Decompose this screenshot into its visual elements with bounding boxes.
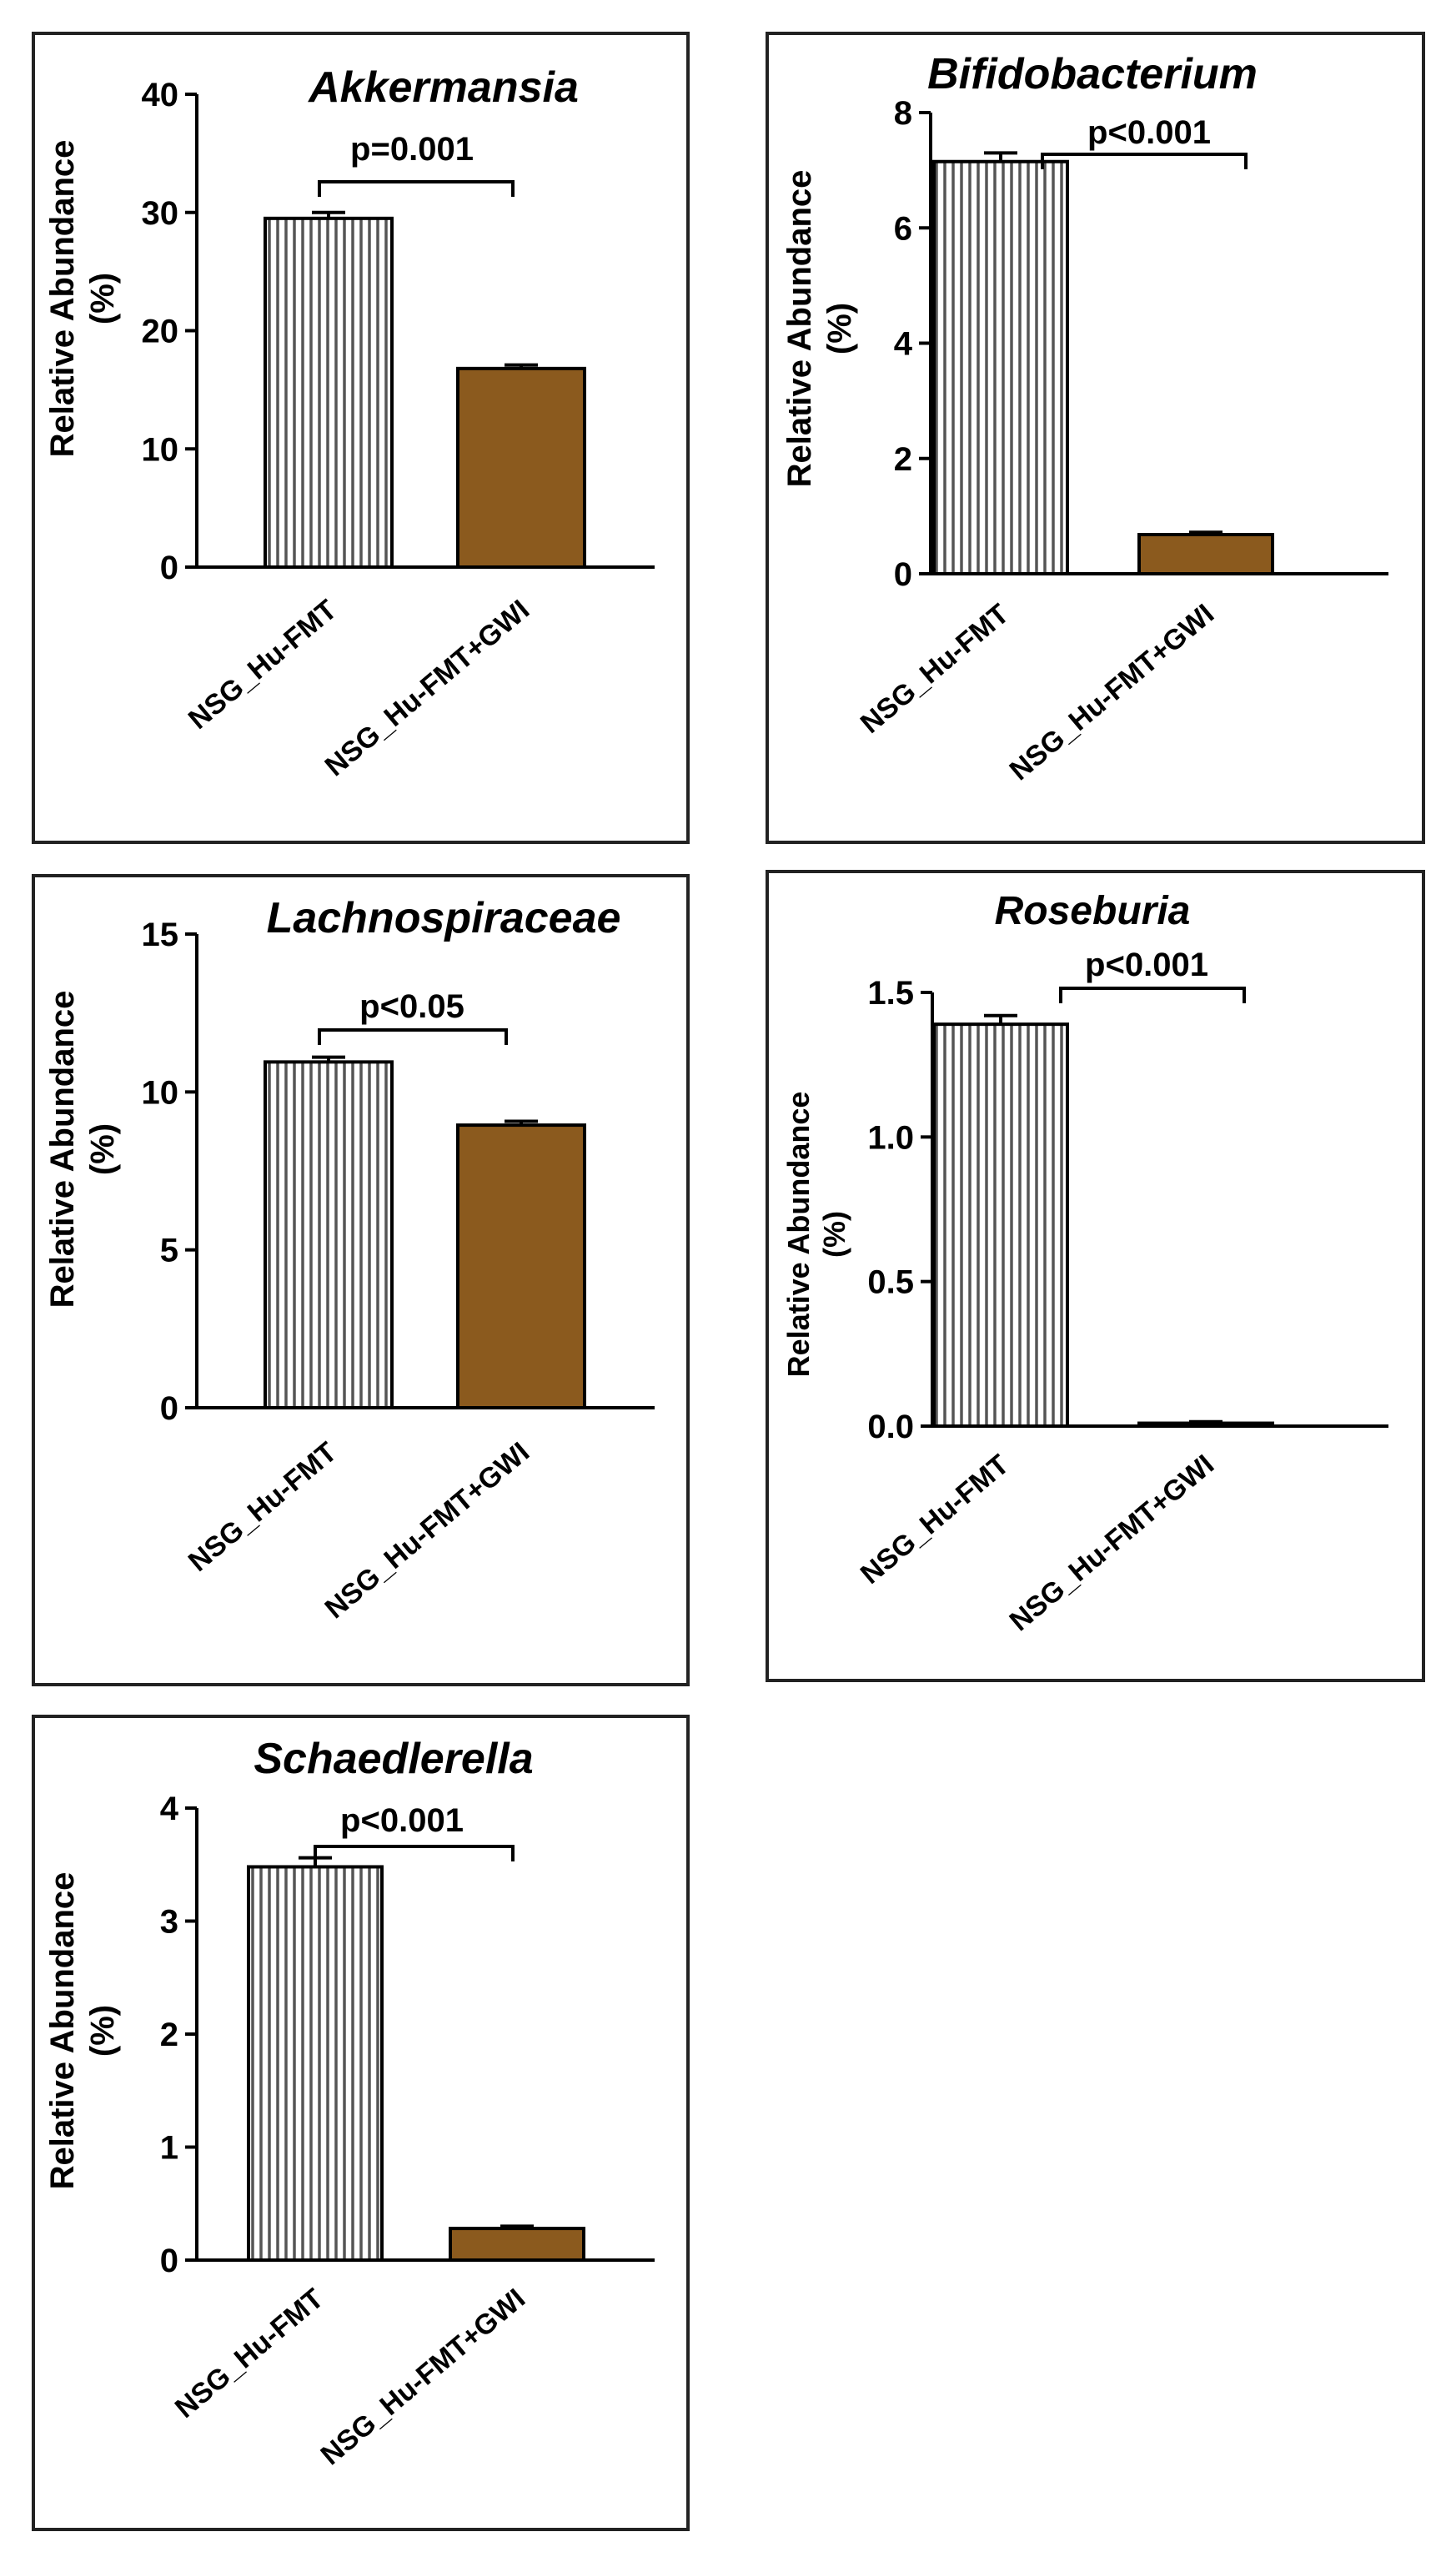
y-axis-label-line2: (%) [821, 303, 858, 354]
y-tick-label: 1 [160, 2130, 178, 2167]
p-value-label: p<0.001 [1087, 114, 1211, 151]
x-tick-label: NSG_Hu-FMT [169, 2283, 329, 2424]
error-bar [500, 2224, 534, 2229]
y-tick-label: 40 [142, 77, 179, 113]
y-tick-label: 4 [894, 326, 913, 363]
bar-nsg-hu-fmt-gwi [449, 2227, 585, 2263]
error-bar [312, 210, 345, 219]
chart-panel-5: Schaedlerella 0 1 2 3 4 Relative Abundance (%) N… [32, 1715, 690, 2531]
y-tick-label: 3 [160, 1904, 178, 1941]
y-axis-label: Relative Abundance(%) [781, 1092, 851, 1378]
bar-nsg-hu-fmt [932, 159, 1069, 575]
chart-panel-4: Roseburia 0.0 0.5 1.0 1.5 Relative Abundance(… [766, 870, 1425, 1682]
error-bar [1189, 530, 1223, 535]
panel-frame [32, 32, 690, 844]
y-axis-label: Relative Abundance(%) [781, 170, 858, 488]
error-bar [1189, 1419, 1223, 1424]
y-tick-label: 2 [894, 441, 912, 478]
bar-nsg-hu-fmt-gwi [456, 366, 586, 569]
y-axis-label: Relative Abundance(%) [44, 140, 121, 458]
x-tick-label: NSG_Hu-FMT+GWI [1004, 1449, 1221, 1637]
error-bar [505, 1119, 538, 1126]
y-tick-label: 0.0 [867, 1409, 914, 1445]
chart-title: Lachnospiraceae [267, 894, 621, 942]
bar-nsg-hu-fmt [264, 216, 394, 569]
y-tick-label: 1.5 [867, 975, 914, 1012]
y-axis-label-line2: (%) [84, 1123, 121, 1175]
chart-panel-1: Akkermansia 0 10 20 30 40 Relative Abundance (%… [32, 32, 690, 844]
bar-nsg-hu-fmt [932, 1022, 1069, 1428]
y-tick-label: 0 [160, 1390, 178, 1427]
significance-bracket [318, 1028, 508, 1045]
y-tick-label: 1.0 [867, 1119, 914, 1156]
error-bar [312, 1055, 345, 1062]
y-tick-label: 0 [160, 2243, 178, 2279]
chart-panel-3: Lachnospiraceae 0 5 10 15 Relative Abundance(… [32, 874, 690, 1686]
bar-nsg-hu-fmt [247, 1865, 384, 2262]
chart-title: Bifidobacterium [927, 50, 1258, 98]
error-bar [984, 1013, 1017, 1025]
p-value-label: p<0.05 [359, 988, 464, 1025]
y-axis-label-line2: (%) [84, 273, 121, 324]
x-tick-label: NSG_Hu-FMT [183, 1436, 343, 1578]
x-tick-label: NSG_Hu-FMT+GWI [1004, 598, 1221, 786]
x-tick-label: NSG_Hu-FMT [183, 594, 343, 736]
y-tick-label: 20 [142, 314, 179, 350]
p-value-label: p<0.001 [1085, 947, 1208, 983]
y-tick-label: 15 [142, 917, 179, 953]
y-axis-label: Relative Abundance(%) [44, 991, 121, 1309]
y-tick-label: 0 [160, 550, 178, 586]
bar-nsg-hu-fmt-gwi [1137, 1421, 1274, 1428]
chart-title: Roseburia [995, 889, 1191, 933]
y-tick-label: 5 [160, 1233, 178, 1269]
y-tick-label: 2 [160, 2017, 178, 2053]
x-tick-label: NSG_Hu-FMT [855, 1449, 1015, 1590]
p-value-label: p=0.001 [350, 131, 474, 168]
y-tick-label: 0 [894, 556, 912, 593]
y-tick-label: 30 [142, 195, 179, 232]
y-axis-label-line2: (%) [817, 1211, 851, 1258]
panel-frame [766, 32, 1425, 844]
x-tick-label: NSG_Hu-FMT [855, 598, 1015, 740]
x-tick-label: NSG_Hu-FMT+GWI [319, 1436, 536, 1625]
significance-bracket [318, 180, 515, 197]
bar-nsg-hu-fmt [264, 1060, 394, 1409]
significance-bracket [314, 1845, 515, 1861]
panel-frame [32, 874, 690, 1686]
panel-frame [32, 1715, 690, 2531]
y-tick-label: 8 [894, 95, 912, 132]
significance-bracket [1059, 987, 1246, 1003]
x-tick-label: NSG_Hu-FMT+GWI [319, 594, 536, 782]
y-tick-label: 4 [160, 1791, 179, 1827]
bar-nsg-hu-fmt-gwi [1137, 532, 1274, 575]
y-axis-label-line1: Relative Abundance [781, 170, 818, 488]
y-axis-label-line1: Relative Abundance [44, 140, 81, 458]
bar-nsg-hu-fmt-gwi [456, 1123, 586, 1410]
chart-title: Schaedlerella [254, 1735, 533, 1783]
y-axis-label-line2: (%) [84, 2005, 121, 2057]
panel-frame [766, 870, 1425, 1682]
y-tick-label: 10 [142, 1074, 179, 1111]
error-bar [505, 363, 538, 369]
p-value-label: p<0.001 [340, 1802, 464, 1839]
y-axis-label-line1: Relative Abundance [781, 1092, 816, 1378]
y-axis-label: Relative Abundance(%) [44, 1872, 121, 2190]
x-tick-label: NSG_Hu-FMT+GWI [315, 2283, 532, 2471]
y-tick-label: 6 [894, 210, 912, 247]
chart-panel-2: Bifidobacterium 0 2 4 6 8 Relative Abundance (%… [766, 32, 1425, 844]
significance-bracket [1041, 153, 1248, 169]
y-axis-label-line1: Relative Abundance [44, 991, 81, 1309]
y-axis-label-line1: Relative Abundance [44, 1872, 81, 2190]
chart-title: Akkermansia [307, 63, 579, 112]
y-tick-label: 10 [142, 431, 179, 468]
error-bar [984, 151, 1017, 162]
y-tick-label: 0.5 [867, 1264, 914, 1301]
